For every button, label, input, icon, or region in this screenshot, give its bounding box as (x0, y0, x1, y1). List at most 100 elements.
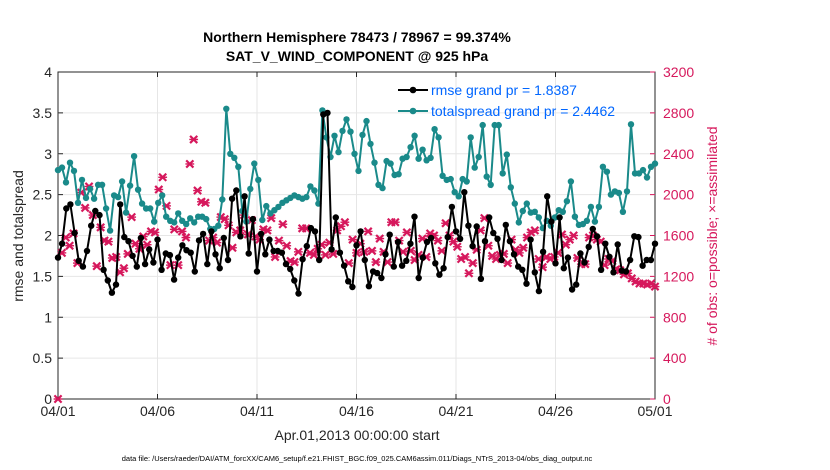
right-tick-label: 1600 (663, 228, 694, 244)
obs-point (340, 217, 350, 227)
right-axis-ticks: 0 400 800 1200 1600 2000 2400 2800 3200 (650, 64, 694, 407)
totalspread-point (387, 160, 394, 167)
rmse-point (303, 242, 310, 250)
totalspread-point (339, 127, 346, 135)
rmse-point (539, 248, 547, 255)
rmse-point (469, 242, 476, 250)
totalspread-point (591, 218, 599, 225)
rmse-point (146, 246, 153, 253)
totalspread-point (259, 216, 266, 224)
left-axis-ticks: 0 0.5 1 1.5 2 2.5 3 3.5 4 (33, 64, 63, 407)
rmse-point (332, 214, 339, 221)
rmse-point (83, 247, 91, 255)
right-axis-label: # of obs: o=possible; ×=assimilated (704, 126, 720, 345)
rmse-point (461, 189, 468, 196)
left-tick-label: 0 (44, 391, 52, 407)
obs-point (220, 214, 230, 224)
rmse-point (137, 234, 145, 242)
rmse-point (427, 234, 435, 242)
totalspread-point (355, 167, 362, 175)
totalspread-point (587, 203, 595, 211)
totalspread-point (475, 153, 482, 161)
rmse-point (67, 201, 74, 208)
rmse-point (378, 274, 385, 282)
totalspread-point (651, 160, 659, 167)
rmse-point (179, 242, 186, 249)
rmse-point (129, 252, 136, 260)
totalspread-point (511, 200, 518, 207)
rmse-point (108, 289, 116, 296)
totalspread-point (203, 215, 210, 223)
totalspread-point (599, 163, 607, 170)
obs-point (150, 228, 160, 237)
rmse-point (535, 287, 543, 295)
rmse-point (175, 254, 182, 261)
x-axis-label: Apr.01,2013 00:00:00 start (274, 427, 439, 443)
totalspread-point (102, 205, 110, 212)
totalspread-point (275, 203, 282, 211)
rmse-point (436, 271, 443, 278)
totalspread-point (415, 155, 422, 162)
totalspread-point (311, 187, 318, 194)
rmse-point (452, 228, 460, 235)
obs-point (402, 228, 412, 237)
totalspread-point (419, 146, 426, 153)
rmse-point (278, 249, 286, 256)
totalspread-point (379, 184, 386, 192)
totalspread-point (138, 200, 146, 207)
rmse-point (150, 259, 157, 266)
rmse-point (398, 262, 406, 269)
totalspread-point (571, 213, 579, 220)
rmse-point (531, 269, 538, 276)
rmse-point (58, 240, 66, 247)
obs-point (103, 237, 113, 247)
rmse-point (548, 218, 555, 225)
left-tick-label: 0.5 (33, 350, 53, 366)
obs-point (518, 243, 528, 253)
x-tick-label: 04/21 (438, 403, 473, 419)
rmse-point (204, 260, 211, 268)
totalspread-point (347, 128, 354, 135)
obs-point (321, 250, 330, 260)
totalspread-point (363, 117, 370, 125)
x-tick-label: 05/01 (637, 403, 672, 419)
totalspread-point (255, 176, 262, 184)
obs-point (538, 262, 547, 272)
totalspread-point (343, 116, 350, 123)
totalspread-point (263, 202, 270, 210)
totalspread-point (307, 183, 314, 190)
rmse-point (237, 233, 244, 240)
obs-point (158, 172, 168, 182)
totalspread-point (499, 170, 506, 177)
totalspread-point (126, 182, 134, 189)
rmse-point (440, 265, 447, 272)
totalspread-point (535, 214, 542, 221)
legend-spread-marker (409, 107, 417, 115)
left-tick-label: 2 (44, 228, 52, 244)
totalspread-point (451, 189, 458, 196)
rmse-point (158, 266, 165, 273)
totalspread-point (523, 200, 530, 207)
rmse-point (510, 251, 518, 258)
rmse-point (349, 283, 356, 291)
rmse-point (220, 234, 227, 242)
right-tick-label: 2800 (663, 105, 694, 121)
totalspread-point (619, 208, 627, 215)
totalspread-point (463, 178, 470, 185)
rmse-point (316, 256, 323, 264)
totalspread-point (483, 173, 490, 180)
totalspread-point (471, 164, 478, 171)
totalspread-point (335, 148, 342, 156)
totalspread-point (74, 199, 82, 206)
rmse-point (241, 193, 248, 200)
rmse-point (262, 251, 269, 258)
obs-point (80, 203, 90, 213)
right-tick-label: 2000 (663, 187, 694, 203)
totalspread-point (247, 185, 254, 193)
rmse-point (386, 231, 393, 238)
totalspread-point (187, 215, 194, 222)
right-tick-label: 400 (663, 350, 687, 366)
rmse-point (249, 215, 257, 223)
obs-point (282, 241, 292, 251)
rmse-point (639, 262, 646, 269)
